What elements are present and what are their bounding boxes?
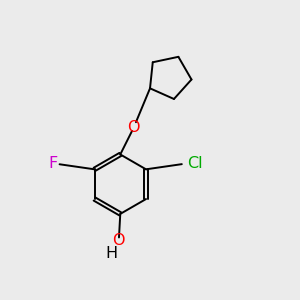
Text: O: O [128, 120, 140, 135]
Text: F: F [49, 156, 58, 171]
Text: H: H [105, 246, 117, 261]
Text: Cl: Cl [187, 156, 203, 171]
Text: O: O [112, 233, 125, 248]
